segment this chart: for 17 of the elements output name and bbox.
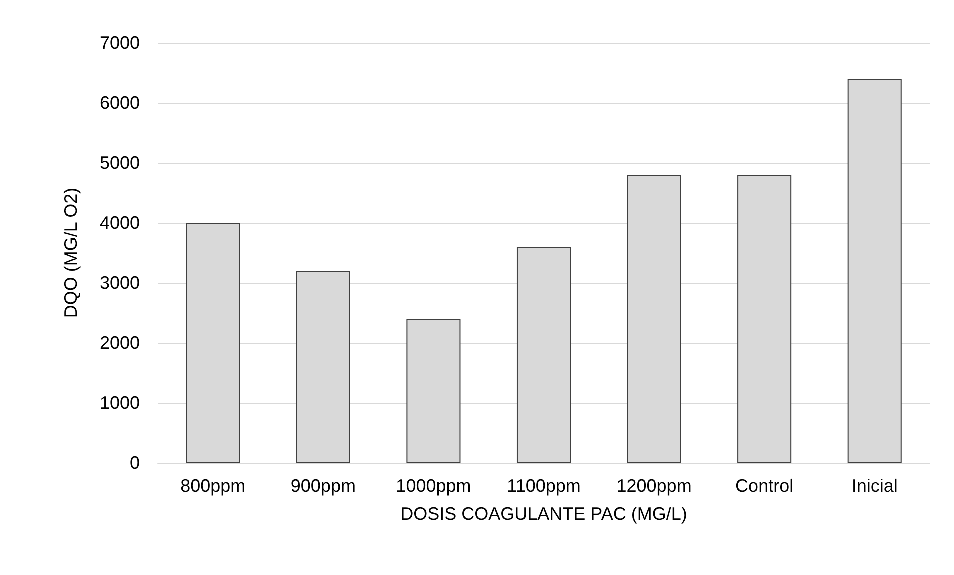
x-tick-label: 1200ppm [616, 476, 692, 496]
x-axis-title: DOSIS COAGULANTE PAC (MG/L) [400, 504, 688, 524]
y-tick-label: 3000 [100, 273, 140, 293]
y-tick-label: 6000 [100, 93, 140, 113]
x-tick-label: 900ppm [290, 476, 356, 496]
x-tick-label: 1100ppm [507, 476, 581, 496]
x-tick-label: Control [736, 476, 794, 496]
y-tick-label: 0 [130, 453, 140, 473]
y-tick-label: 1000 [100, 393, 140, 413]
y-axis-title: DQO (MG/L O2) [61, 188, 81, 318]
y-tick-label: 7000 [100, 33, 140, 53]
y-tick-label: 5000 [100, 153, 140, 173]
y-tick-label: 4000 [100, 213, 140, 233]
y-tick-label: 2000 [100, 333, 140, 353]
x-tick-label: 1000ppm [396, 476, 472, 496]
x-tick-label: Inicial [852, 476, 898, 496]
x-tick-label: 800ppm [180, 476, 246, 496]
